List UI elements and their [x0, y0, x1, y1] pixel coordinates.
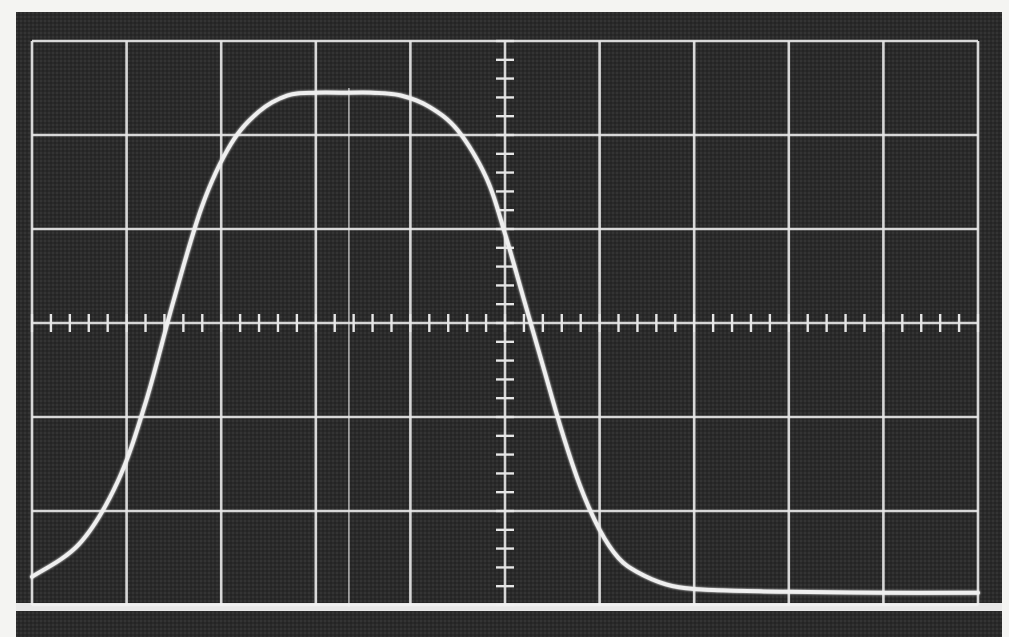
oscilloscope-chart: [16, 12, 1002, 637]
baseline-bar: [16, 603, 1002, 611]
trace-layer: [30, 90, 980, 595]
trace-line: [30, 90, 980, 595]
baseline-layer: [16, 603, 1002, 611]
graticule-minor-ticks: [30, 39, 980, 607]
oscilloscope-screen: [16, 12, 1002, 637]
